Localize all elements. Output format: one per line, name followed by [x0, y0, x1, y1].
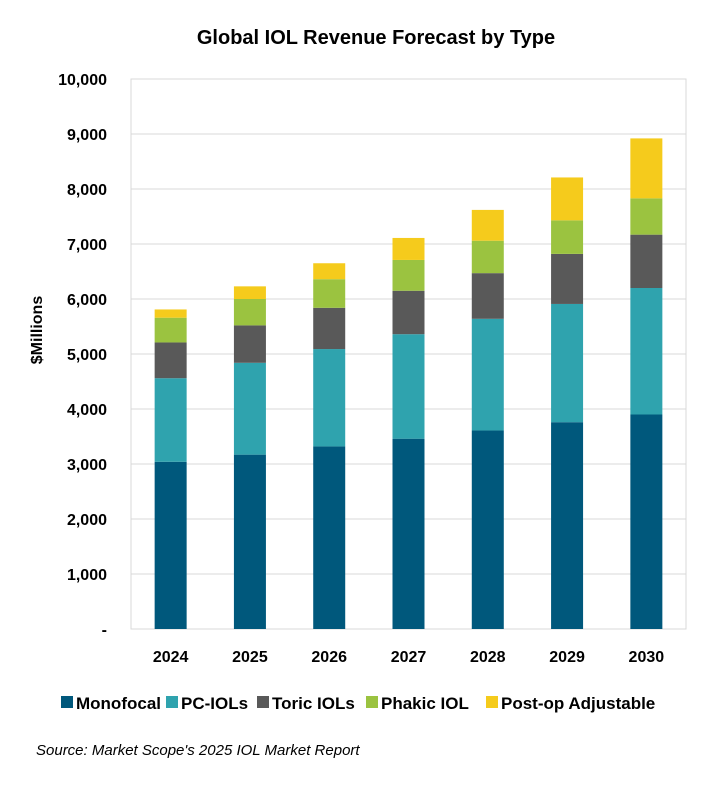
bar-segment [313, 349, 346, 447]
x-tick-label: 2025 [232, 649, 268, 666]
bar-segment [233, 325, 266, 363]
bar-segment [630, 414, 663, 629]
x-tick-label: 2026 [311, 649, 347, 666]
x-tick-label: 2029 [549, 649, 585, 666]
bar-segment [551, 253, 584, 304]
legend: Monofocal PC-IOLs Toric IOLs Phakic IOL Post… [61, 694, 655, 713]
y-tick-labels: - 1,000 2,000 3,000 4,000 5,000 6,000 7,000 8,00… [58, 72, 107, 639]
legend-label: Toric IOLs [272, 694, 355, 713]
bar-segment [630, 198, 663, 235]
bar-segment [392, 259, 425, 291]
bar-segment [313, 307, 346, 350]
source-note: Source: Market Scope's 2025 IOL Market R… [36, 742, 360, 759]
bar-segment [551, 220, 584, 254]
y-tick-label: - [102, 622, 107, 639]
bar-segment [392, 334, 425, 439]
bar-segment [630, 234, 663, 288]
legend-swatch [257, 696, 269, 708]
bar-segment [392, 237, 425, 260]
x-tick-label: 2030 [629, 649, 665, 666]
legend-swatch [61, 696, 73, 708]
y-tick-label: 2,000 [67, 512, 107, 529]
legend-label: Post-op Adjustable [501, 694, 655, 713]
bar-segment [630, 138, 663, 199]
chart-title: Global IOL Revenue Forecast by Type [197, 27, 555, 49]
y-tick-label: 7,000 [67, 237, 107, 254]
bar-segment [154, 342, 187, 379]
x-tick-labels: 2024 2025 2026 2027 2028 2029 2030 [153, 649, 664, 666]
bar-segment [233, 299, 266, 326]
bar-segment [471, 430, 504, 629]
bar-segment [551, 422, 584, 629]
bar-segment [154, 378, 187, 462]
y-tick-label: 1,000 [67, 567, 107, 584]
bar-segment [551, 177, 584, 221]
y-tick-label: 5,000 [67, 347, 107, 364]
bar-segment [392, 290, 425, 335]
y-tick-label: 9,000 [67, 127, 107, 144]
bar-segment [313, 446, 346, 629]
bar-segment [233, 286, 266, 299]
bar-segment [154, 461, 187, 629]
bar-segment [471, 240, 504, 274]
y-tick-label: 3,000 [67, 457, 107, 474]
legend-label: Monofocal [76, 694, 161, 713]
legend-label: PC-IOLs [181, 694, 248, 713]
bar-segment [551, 303, 584, 423]
legend-swatch [486, 696, 498, 708]
bar-segment [154, 309, 187, 318]
y-tick-label: 10,000 [58, 72, 107, 89]
bar-segment [392, 438, 425, 629]
x-tick-label: 2027 [391, 649, 427, 666]
bar-segment [313, 279, 346, 308]
bar-segment [630, 288, 663, 415]
y-axis-label: $Millions [29, 296, 46, 365]
legend-swatch [366, 696, 378, 708]
y-tick-label: 4,000 [67, 402, 107, 419]
bar-segment [471, 318, 504, 431]
bar-segment [154, 317, 187, 343]
x-tick-label: 2028 [470, 649, 506, 666]
legend-swatch [166, 696, 178, 708]
bar-segment [313, 263, 346, 280]
x-tick-label: 2024 [153, 649, 189, 666]
bar-segment [233, 454, 266, 629]
bar-segment [233, 362, 266, 455]
legend-label: Phakic IOL [381, 694, 469, 713]
y-tick-label: 8,000 [67, 182, 107, 199]
y-tick-label: 6,000 [67, 292, 107, 309]
bar-segment [471, 209, 504, 241]
bars [154, 138, 663, 629]
bar-segment [471, 273, 504, 319]
